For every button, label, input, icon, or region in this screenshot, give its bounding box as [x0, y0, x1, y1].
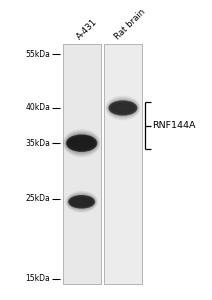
Ellipse shape — [70, 196, 93, 207]
Ellipse shape — [67, 135, 96, 151]
Ellipse shape — [66, 133, 98, 153]
Ellipse shape — [73, 199, 90, 204]
Bar — [104, 44, 142, 284]
Ellipse shape — [66, 134, 97, 152]
Ellipse shape — [68, 195, 95, 209]
Text: A-431: A-431 — [75, 17, 99, 41]
Ellipse shape — [113, 104, 133, 112]
Ellipse shape — [72, 198, 91, 205]
Ellipse shape — [69, 137, 94, 149]
Ellipse shape — [107, 98, 138, 118]
Text: 55kDa: 55kDa — [25, 50, 50, 59]
Text: 25kDa: 25kDa — [25, 194, 50, 203]
Ellipse shape — [70, 139, 93, 148]
Ellipse shape — [110, 102, 136, 114]
Text: RNF144A: RNF144A — [152, 122, 196, 130]
Text: Rat brain: Rat brain — [113, 7, 147, 41]
Ellipse shape — [69, 196, 94, 208]
Text: 40kDa: 40kDa — [25, 103, 50, 112]
Bar — [63, 44, 101, 284]
Ellipse shape — [108, 99, 138, 117]
Ellipse shape — [71, 197, 92, 206]
Ellipse shape — [65, 132, 98, 154]
Ellipse shape — [67, 194, 96, 210]
Text: 15kDa: 15kDa — [25, 274, 50, 284]
Ellipse shape — [114, 105, 132, 111]
Ellipse shape — [109, 101, 137, 115]
Ellipse shape — [68, 194, 95, 209]
Text: 35kDa: 35kDa — [25, 139, 50, 148]
Ellipse shape — [68, 136, 95, 150]
Ellipse shape — [111, 103, 135, 113]
Ellipse shape — [71, 140, 92, 146]
Ellipse shape — [109, 100, 137, 116]
